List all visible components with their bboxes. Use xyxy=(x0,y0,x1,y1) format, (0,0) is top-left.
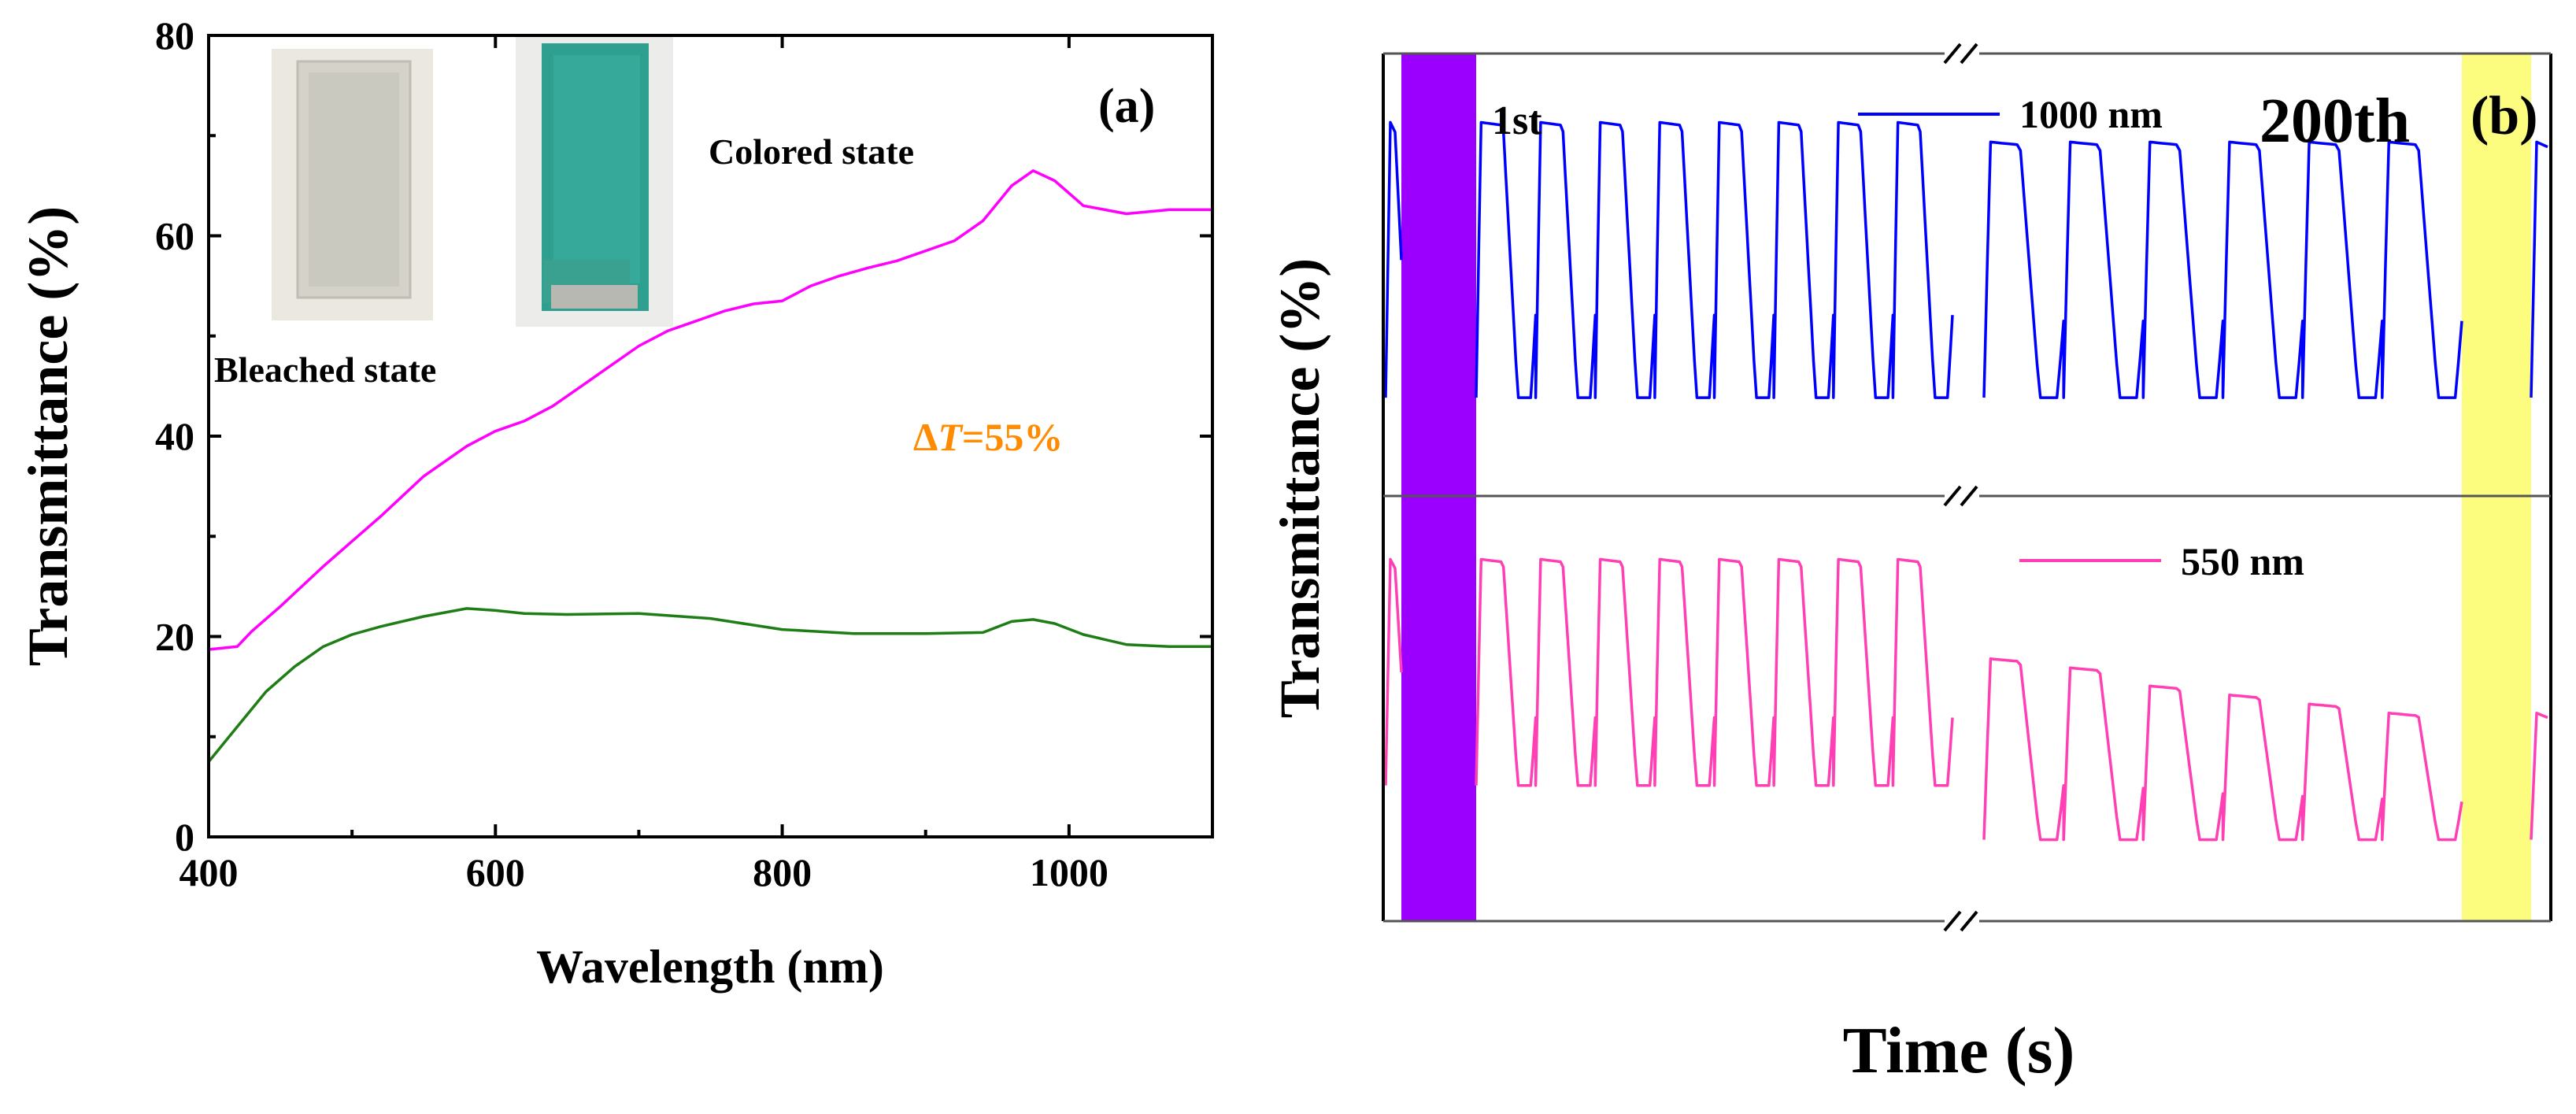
series-550nm-before-break xyxy=(1475,557,1954,787)
axis-break-top xyxy=(1943,41,1979,66)
panel-b-curves xyxy=(1384,120,2548,842)
delta-value: =55% xyxy=(962,415,1064,459)
panel-a-label: (a) xyxy=(1098,80,1155,133)
panel-b-label: (b) xyxy=(2471,86,2538,146)
panel-b: 1000 nm 550 nm 1st 200th (b) Transmittan… xyxy=(1268,41,2552,1087)
series-bleached-state xyxy=(207,607,1212,763)
panel-a-ticks: 400 600 800 1000 0 20 40 60 80 xyxy=(155,13,1212,894)
series-550nm-edge-left xyxy=(1384,557,1403,786)
series-550nm-after-break xyxy=(1982,657,2463,842)
series-1000nm-before-break xyxy=(1475,120,1954,399)
panel-a: 400 600 800 1000 0 20 40 60 80 Transmittance (%)… xyxy=(17,13,1214,993)
y-tick-label: 0 xyxy=(175,815,194,859)
axis-break-middle xyxy=(1943,483,1979,509)
delta-t-label: ΔT=55% xyxy=(913,415,1063,459)
bleached-state-label: Bleached state xyxy=(214,350,436,390)
legend-1000nm-label: 1000 nm xyxy=(2019,92,2163,136)
legend-550nm-label: 550 nm xyxy=(2181,539,2304,583)
photo-inset-bleached xyxy=(272,49,433,320)
first-cycle-band xyxy=(1401,54,1476,921)
y-tick-label: 20 xyxy=(155,615,194,659)
x-tick-label: 1000 xyxy=(1030,850,1108,894)
delta-symbol: Δ xyxy=(913,415,938,459)
panel-b-ylabel: Transmittance (%) xyxy=(1268,258,1331,719)
first-cycle-label: 1st xyxy=(1492,98,1542,143)
last-cycle-label: 200th xyxy=(2260,87,2410,156)
y-tick-label: 80 xyxy=(155,13,194,57)
panel-a-xlabel: Wavelength (nm) xyxy=(536,941,884,993)
series-1000nm-edge-right xyxy=(2530,140,2548,398)
photo-inset-colored xyxy=(516,35,673,327)
panel-b-xlabel: Time (s) xyxy=(1843,1014,2075,1087)
y-tick-label: 40 xyxy=(155,414,194,458)
y-tick-label: 60 xyxy=(155,214,194,258)
series-1000nm-edge-left xyxy=(1384,120,1403,398)
x-tick-label: 600 xyxy=(466,850,525,894)
series-colored-state xyxy=(208,169,1212,651)
x-tick-label: 400 xyxy=(180,850,239,894)
colored-state-label: Colored state xyxy=(709,131,914,172)
panel-a-ylabel: Transmittance (%) xyxy=(17,206,80,667)
last-cycle-band xyxy=(2462,54,2531,921)
delta-variable: T xyxy=(938,415,964,459)
series-1000nm-after-break xyxy=(1982,140,2463,399)
axis-break-bottom xyxy=(1943,909,1979,934)
series-550nm-edge-right xyxy=(2530,711,2548,840)
panel-a-curves xyxy=(207,169,1212,763)
x-tick-label: 800 xyxy=(753,850,812,894)
